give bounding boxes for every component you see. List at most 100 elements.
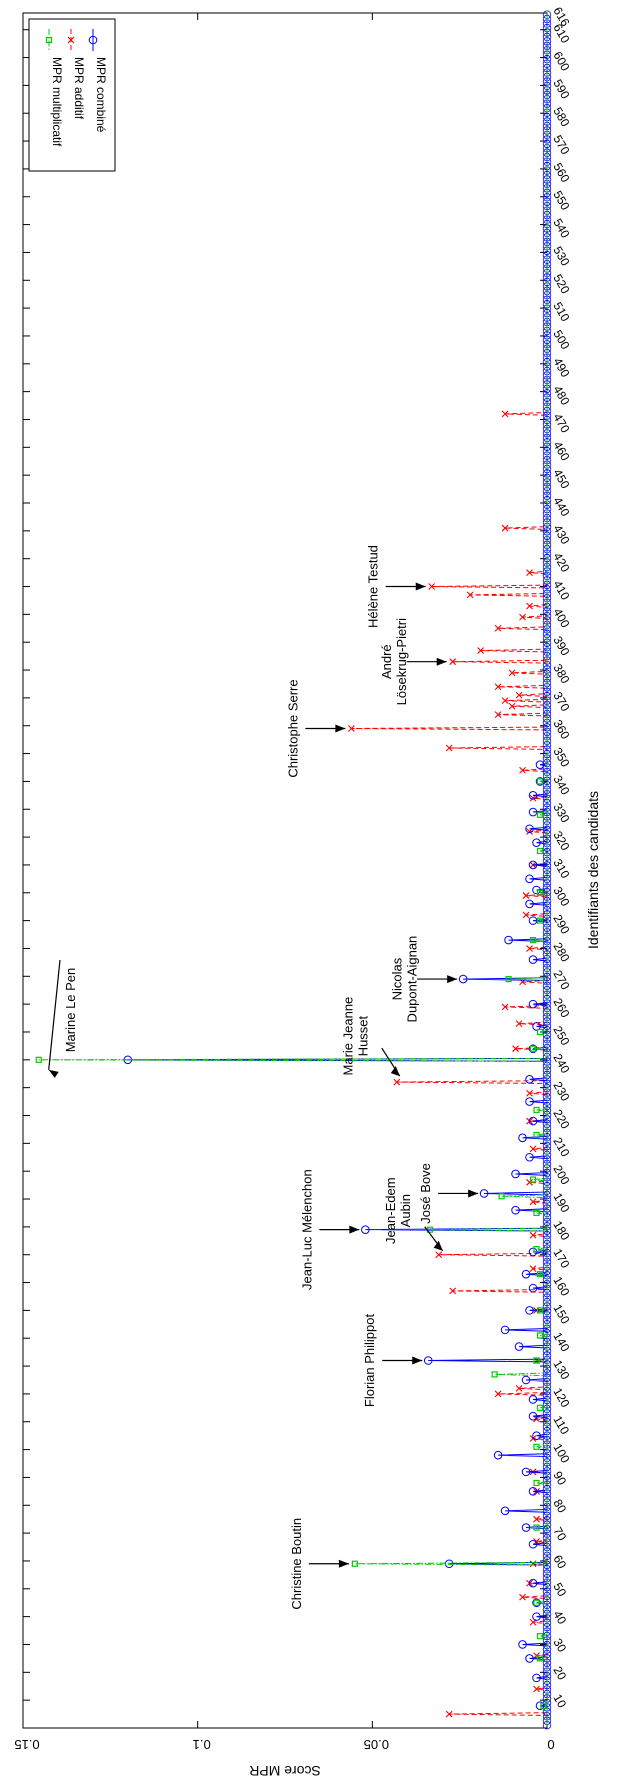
baseline-point xyxy=(542,1360,552,1369)
data-point xyxy=(536,811,544,818)
x-tick-label: 470 xyxy=(550,411,572,436)
x-tick-label: 430 xyxy=(550,522,572,547)
annotations: Christine Boutin Florian Philippot Jean-Ed… xyxy=(48,545,479,1610)
data-point xyxy=(494,683,502,691)
data-point xyxy=(67,36,75,44)
data-point xyxy=(521,1375,531,1385)
baseline-point xyxy=(542,714,552,723)
data-point xyxy=(528,1539,538,1549)
data-point xyxy=(526,602,533,610)
plot-border xyxy=(22,12,548,1729)
x-tick-label: 500 xyxy=(550,327,572,352)
baseline-point xyxy=(542,357,552,367)
data-point xyxy=(505,975,512,983)
legend-entry: MPR multiplicatif xyxy=(45,29,64,147)
x-tick-label: 490 xyxy=(550,355,572,380)
data-point xyxy=(435,1251,443,1259)
baseline-point xyxy=(542,1591,552,1601)
data-point xyxy=(508,702,516,710)
data-point xyxy=(528,807,538,817)
x-tick-label: 200 xyxy=(550,1163,572,1188)
data-point xyxy=(529,1265,537,1273)
data-point xyxy=(533,1106,540,1114)
baseline-point xyxy=(542,415,552,425)
baseline-point xyxy=(542,438,552,447)
x-tick-label: 400 xyxy=(550,606,572,631)
baseline-point xyxy=(542,576,552,585)
baseline-point xyxy=(542,634,552,643)
baseline-point xyxy=(542,749,552,759)
data-point xyxy=(533,1599,540,1606)
x-tick-label: 10 xyxy=(550,1692,569,1711)
y-tick-label: 0.05 xyxy=(364,1737,389,1752)
plot-area xyxy=(22,12,548,1729)
data-point xyxy=(458,974,468,984)
annotation-arrowhead xyxy=(447,975,458,984)
data-point xyxy=(529,1145,537,1153)
x-tick-label: 330 xyxy=(550,801,572,826)
data-point xyxy=(533,1246,540,1253)
x-tick-label: 340 xyxy=(550,773,572,798)
annotation: Christine Boutin xyxy=(289,1518,349,1610)
baseline-point xyxy=(542,496,552,505)
x-tick-label: 390 xyxy=(550,634,572,659)
data-point xyxy=(540,1702,547,1709)
data-point xyxy=(532,1612,541,1621)
annotation-label: Christophe Serre xyxy=(285,679,300,777)
baseline-point xyxy=(542,692,552,701)
annotation-label: Marine Le Pen xyxy=(63,968,78,1053)
annotation-arrowhead xyxy=(338,1559,349,1568)
data-point xyxy=(519,613,526,621)
data-point xyxy=(533,1515,540,1523)
baseline-point xyxy=(542,139,552,149)
data-point xyxy=(533,1443,540,1450)
baseline-point xyxy=(542,1235,552,1244)
x-tick-label: 40 xyxy=(550,1608,569,1627)
x-tick-label: 210 xyxy=(550,1135,572,1160)
data-point xyxy=(500,1325,510,1335)
x-tick-label: 580 xyxy=(550,105,572,130)
baseline-point xyxy=(542,1484,552,1494)
annotation: Jean-Luc Mélenchon xyxy=(299,1169,360,1290)
data-point xyxy=(393,1078,401,1086)
x-tick-label: 290 xyxy=(550,912,572,937)
baseline-point xyxy=(542,1030,552,1039)
x-tick-label: 80 xyxy=(550,1497,569,1516)
x-tick-label: 570 xyxy=(550,133,572,158)
annotation-label: NicolasDupont-Aignan xyxy=(390,936,420,1023)
annotation-arrow xyxy=(48,959,61,1070)
x-tick-label: 530 xyxy=(550,244,572,269)
data-point xyxy=(515,1020,523,1028)
baseline-point xyxy=(542,1182,552,1191)
annotation-line: André xyxy=(379,644,394,679)
data-point xyxy=(533,1131,540,1139)
data-point xyxy=(528,916,538,925)
annotation-line: Husset xyxy=(355,1015,370,1056)
baseline-point xyxy=(542,972,552,982)
annotation: Jean-EdemAubin xyxy=(383,1177,444,1252)
x-tick-label: 600 xyxy=(550,49,572,74)
x-tick-label: 460 xyxy=(550,439,572,464)
data-point xyxy=(361,1225,370,1234)
x-tick-label: 150 xyxy=(550,1302,572,1327)
data-point xyxy=(498,1193,505,1200)
x-tick-label: 160 xyxy=(550,1274,572,1299)
x-tick-label: 320 xyxy=(550,829,572,854)
annotation-arrowhead xyxy=(349,1225,360,1234)
data-point xyxy=(494,1390,502,1398)
legend: MPR multiplicatif MPR additif MPR combiné xyxy=(28,18,116,172)
data-point xyxy=(529,1231,537,1239)
series-layer xyxy=(35,10,552,1730)
x-tick-label: 480 xyxy=(550,383,572,408)
baseline-point xyxy=(542,1547,552,1556)
data-point xyxy=(525,874,534,884)
annotation-arrowhead xyxy=(390,1066,400,1077)
data-point xyxy=(515,691,523,699)
baseline-point xyxy=(542,219,552,229)
data-point xyxy=(519,766,526,774)
baseline-point xyxy=(542,255,552,264)
annotation-line: Marie Jeanne xyxy=(340,997,355,1076)
y-tick-label: 0.15 xyxy=(14,1737,39,1752)
baseline-point xyxy=(542,393,552,402)
data-point xyxy=(449,658,457,666)
